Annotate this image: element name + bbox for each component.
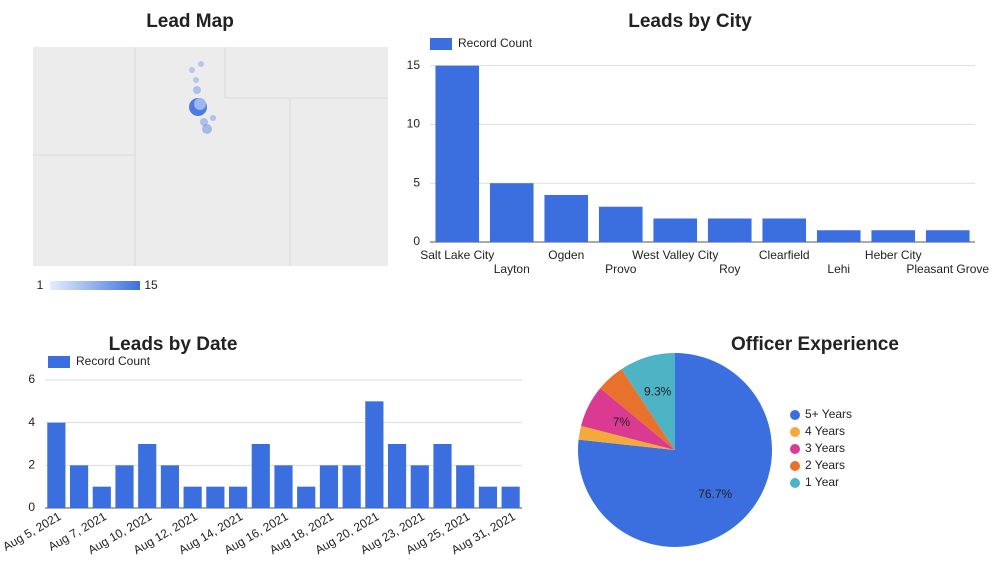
legend-swatch (790, 427, 800, 437)
bar (544, 194, 589, 242)
legend-swatch (790, 461, 800, 471)
bar (456, 465, 475, 508)
slice-label: 7% (613, 415, 631, 429)
pie-slice (577, 353, 772, 547)
bar (47, 422, 66, 508)
y-tick-label: 4 (28, 415, 35, 429)
bar (138, 444, 157, 508)
slice-label: 76.7% (698, 487, 732, 501)
y-tick-label: 15 (407, 58, 421, 72)
legend-swatch (790, 478, 800, 488)
pie-slice (581, 388, 675, 450)
map-title: Lead Map (146, 11, 234, 32)
map-scale (50, 281, 140, 290)
bar (92, 486, 111, 508)
pie-slice (600, 369, 675, 450)
bar (342, 465, 361, 508)
bar (871, 230, 916, 242)
x-tick-label: Layton (494, 262, 530, 276)
legend-swatch (430, 38, 452, 50)
bar (183, 486, 202, 508)
pie-slice (578, 425, 675, 450)
map-points (189, 61, 216, 134)
x-tick-label: Lehi (827, 262, 850, 276)
bar (653, 218, 698, 242)
bar (501, 486, 520, 508)
legend-swatch (790, 444, 800, 454)
legend-label: 2 Years (805, 458, 845, 472)
legend-label: Record Count (458, 36, 533, 50)
y-tick-label: 2 (28, 458, 35, 472)
y-tick-label: 10 (407, 117, 421, 131)
chart-title: Leads by City (628, 11, 752, 32)
x-tick-label: Clearfield (759, 248, 810, 262)
bar (365, 401, 384, 508)
bar (274, 465, 293, 508)
bar (707, 218, 752, 242)
bar (478, 486, 498, 508)
bar (319, 465, 339, 508)
x-tick-label: Heber City (865, 248, 922, 262)
bar (251, 444, 270, 508)
x-tick-label: West Valley City (632, 248, 718, 262)
legend-label: 1 Year (805, 475, 839, 489)
bar (433, 444, 452, 508)
chart-title: Officer Experience (731, 334, 899, 355)
bar (816, 230, 861, 242)
legend-label: 3 Years (805, 441, 845, 455)
bar (206, 486, 225, 508)
x-tick-label: Salt Lake City (420, 248, 494, 262)
lead-map: Lead Map 1 15 (33, 11, 388, 292)
bar (228, 486, 248, 508)
bar (410, 465, 429, 508)
bar (435, 65, 480, 243)
map-area[interactable] (33, 47, 388, 266)
bar (489, 183, 534, 242)
x-tick-label: Pleasant Grove (906, 262, 989, 276)
x-tick-label: Provo (605, 262, 637, 276)
bar (598, 206, 643, 242)
legend-label: 4 Years (805, 424, 845, 438)
y-tick-label: 6 (28, 372, 35, 386)
pie-slice (621, 353, 675, 450)
y-tick-label: 0 (28, 500, 35, 514)
legend-swatch (48, 356, 70, 368)
map-borders (33, 47, 388, 266)
bar (115, 465, 134, 508)
legend-label: Record Count (76, 354, 151, 368)
x-tick-label: Roy (719, 262, 740, 276)
chart-title: Leads by Date (109, 334, 238, 355)
y-tick-label: 0 (413, 234, 420, 248)
legend-label: 5+ Years (805, 407, 852, 421)
bar (160, 465, 180, 508)
slice-label: 9.3% (644, 385, 672, 399)
map-scale-min: 1 (37, 278, 44, 292)
map-scale-max: 15 (144, 278, 158, 292)
bar (387, 444, 407, 508)
bar (762, 218, 807, 242)
x-tick-label: Ogden (548, 248, 584, 262)
bar (925, 230, 970, 242)
legend-swatch (790, 410, 800, 420)
y-tick-label: 5 (413, 175, 420, 189)
bar (297, 486, 316, 508)
bar (69, 465, 89, 508)
